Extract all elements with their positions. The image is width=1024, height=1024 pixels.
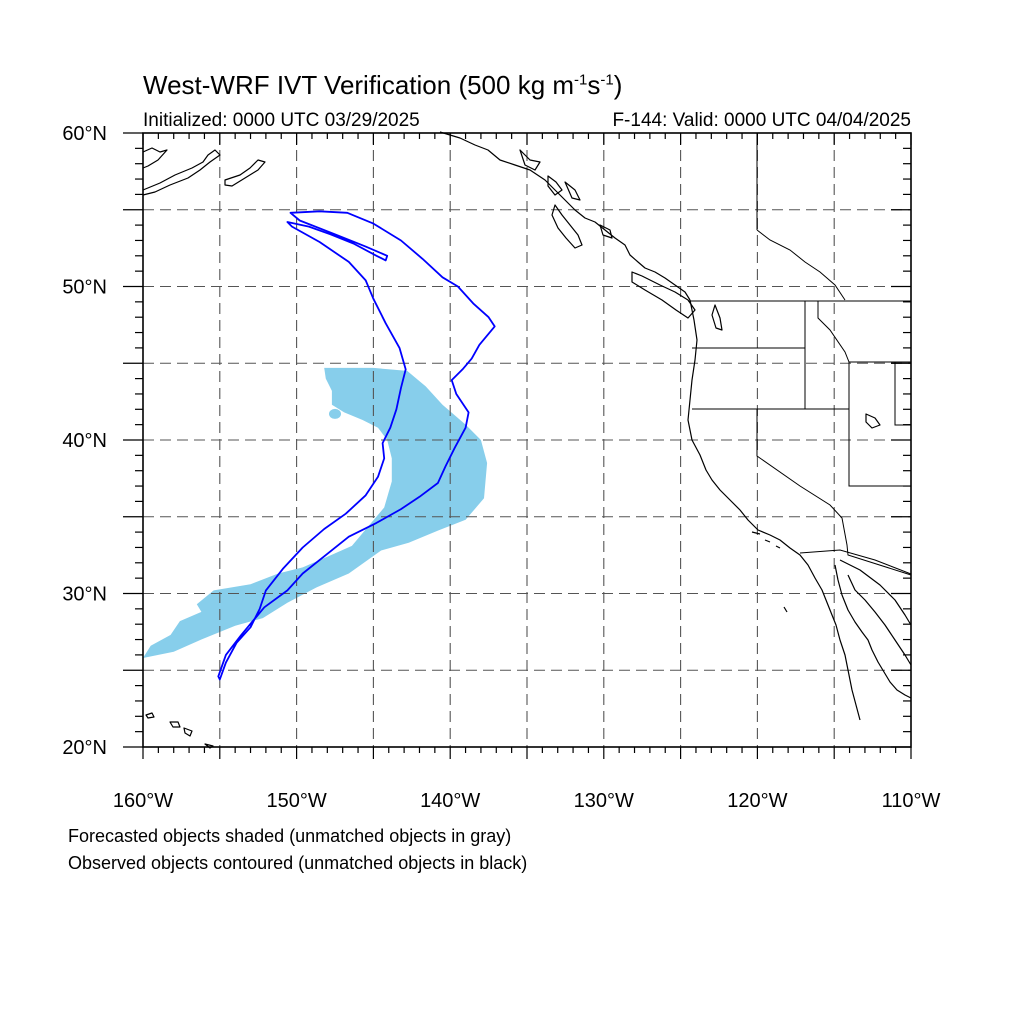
lat-tick-label: 60°N [62,123,107,145]
channel-islands [751,531,788,613]
forecast-object-fragment [329,408,341,419]
lon-tick-label: 140°W [420,790,480,812]
forecast-object-shaded [143,367,488,658]
coastline-islands-bc [519,149,723,331]
coastline-us-west [687,299,912,721]
lat-tick-label: 40°N [62,430,107,452]
lon-tick-label: 130°W [574,790,634,812]
coastline-baja [834,564,912,699]
lon-tick-label: 120°W [727,790,787,812]
map-title: West-WRF IVT Verification (500 kg m-1s-1… [143,70,623,100]
lat-tick-label: 50°N [62,277,107,299]
legend-note-forecast: Forecasted objects shaded (unmatched obj… [68,826,512,846]
coastline-hawaii [145,712,214,749]
great-salt-lake [865,413,881,429]
border-us-mexico [799,549,912,575]
lat-tick-label: 20°N [62,737,107,759]
initialized-label: Initialized: 0000 UTC 03/29/2025 [143,110,420,131]
lat-tick-label: 30°N [62,584,107,606]
lon-tick-label: 160°W [113,790,173,812]
lon-tick-label: 110°W [882,790,941,812]
valid-time-label: F-144: Valid: 0000 UTC 04/04/2025 [612,110,911,131]
observed-object-contour [217,210,496,681]
border-alaska-canada [756,133,846,301]
coastline-alaska [142,131,691,301]
legend-note-observed: Observed objects contoured (unmatched ob… [68,853,528,873]
state-borders [692,301,912,576]
lon-tick-label: 150°W [266,790,326,812]
